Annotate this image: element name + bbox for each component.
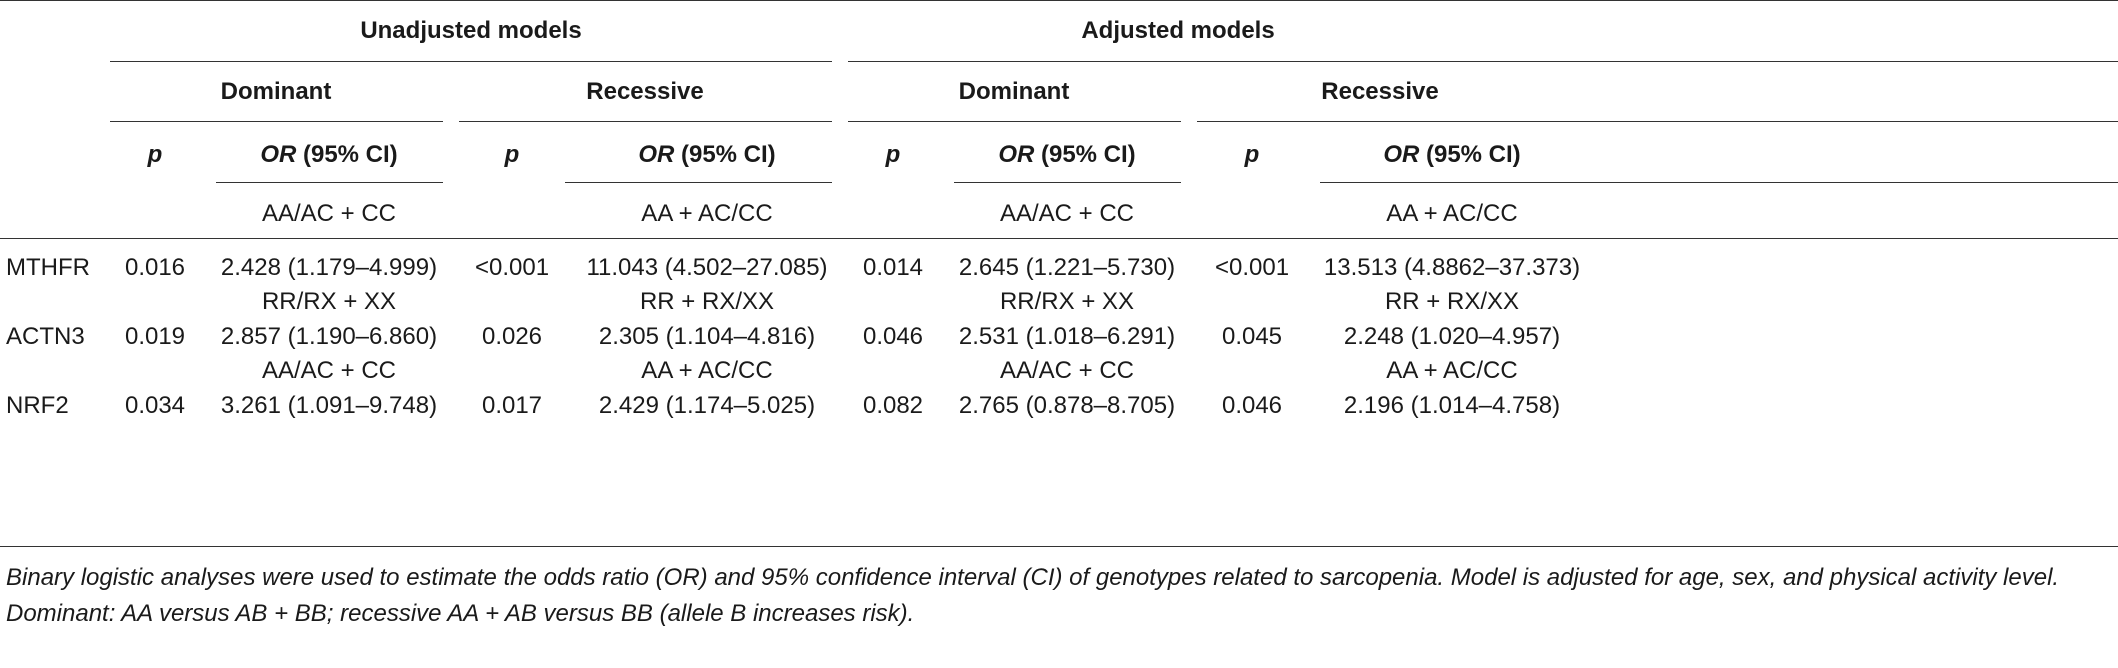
header-u-dom-or: OR (95% CI) bbox=[260, 141, 397, 169]
a-rec-p: 0.046 bbox=[1221, 392, 1283, 419]
header-u-dom-p: p bbox=[147, 141, 163, 168]
u-rec-p: 0.017 bbox=[481, 392, 543, 419]
a-rec-or: 13.513 (4.8862–37.373) bbox=[1323, 254, 1581, 281]
genotype-a-dom: AA/AC + CC bbox=[999, 357, 1135, 384]
u-rec-p: 0.026 bbox=[481, 323, 543, 350]
a-dom-or: 2.645 (1.221–5.730) bbox=[958, 254, 1176, 281]
rule-header-bottom bbox=[0, 238, 2118, 239]
a-dom-p: 0.046 bbox=[862, 323, 924, 350]
ci-label: (95% CI) bbox=[1034, 141, 1136, 168]
ci-label: (95% CI) bbox=[674, 141, 776, 168]
u-dom-or: 3.261 (1.091–9.748) bbox=[220, 392, 438, 419]
or-label: OR bbox=[638, 141, 675, 168]
header-a-rec-or: OR (95% CI) bbox=[1383, 141, 1520, 169]
a-dom-or: 2.765 (0.878–8.705) bbox=[958, 392, 1176, 419]
rule-u-dom-or bbox=[216, 182, 443, 183]
rule-a-rec-or bbox=[1320, 182, 2118, 183]
a-rec-or: 2.196 (1.014–4.758) bbox=[1343, 392, 1561, 419]
header-adjusted-models: Adjusted models bbox=[1081, 17, 1275, 44]
rule-a-recessive bbox=[1197, 121, 2118, 122]
rule-u-dominant bbox=[110, 121, 443, 122]
u-rec-or: 2.305 (1.104–4.816) bbox=[598, 323, 816, 350]
rule-adjusted bbox=[848, 61, 2118, 62]
a-rec-or: 2.248 (1.020–4.957) bbox=[1343, 323, 1561, 350]
header-unadjusted-models: Unadjusted models bbox=[360, 17, 582, 44]
u-rec-or: 2.429 (1.174–5.025) bbox=[598, 392, 816, 419]
header-a-dominant: Dominant bbox=[958, 78, 1070, 105]
gene-label: MTHFR bbox=[6, 254, 90, 281]
u-dom-p: 0.016 bbox=[124, 254, 186, 281]
header-a-rec-p: p bbox=[1244, 141, 1260, 168]
rule-a-dom-or bbox=[954, 182, 1181, 183]
genotype-u-dom: RR/RX + XX bbox=[261, 288, 397, 315]
ci-label: (95% CI) bbox=[296, 141, 398, 168]
genotype-a-rec: RR + RX/XX bbox=[1384, 288, 1520, 315]
rule-u-rec-or bbox=[565, 182, 832, 183]
u-rec-or: 11.043 (4.502–27.085) bbox=[586, 254, 828, 281]
rule-a-dominant bbox=[848, 121, 1181, 122]
rule-top bbox=[0, 0, 2118, 1]
rule-unadjusted bbox=[110, 61, 832, 62]
header-u-dominant: Dominant bbox=[220, 78, 332, 105]
ci-label: (95% CI) bbox=[1419, 141, 1521, 168]
genotype-a-dom: AA/AC + CC bbox=[999, 200, 1135, 227]
u-dom-or: 2.428 (1.179–4.999) bbox=[220, 254, 438, 281]
header-a-recessive: Recessive bbox=[1321, 78, 1439, 105]
rule-body-bottom bbox=[0, 546, 2118, 547]
a-rec-p: 0.045 bbox=[1221, 323, 1283, 350]
genotype-u-dom: AA/AC + CC bbox=[261, 357, 397, 384]
a-dom-p: 0.082 bbox=[862, 392, 924, 419]
gene-label: NRF2 bbox=[6, 392, 69, 419]
header-u-rec-p: p bbox=[504, 141, 520, 168]
genotype-u-dom: AA/AC + CC bbox=[261, 200, 397, 227]
table-footnote: Binary logistic analyses were used to es… bbox=[6, 564, 2060, 627]
genotype-a-rec: AA + AC/CC bbox=[1386, 357, 1518, 384]
or-label: OR bbox=[1383, 141, 1420, 168]
or-label: OR bbox=[260, 141, 297, 168]
genotype-a-rec: AA + AC/CC bbox=[1386, 200, 1518, 227]
rule-u-recessive bbox=[459, 121, 832, 122]
genotype-u-rec: AA + AC/CC bbox=[641, 357, 773, 384]
a-dom-p: 0.014 bbox=[862, 254, 924, 281]
a-dom-or: 2.531 (1.018–6.291) bbox=[958, 323, 1176, 350]
gene-label: ACTN3 bbox=[6, 323, 85, 350]
header-a-dom-or: OR (95% CI) bbox=[998, 141, 1135, 169]
or-label: OR bbox=[998, 141, 1035, 168]
u-rec-p: <0.001 bbox=[474, 254, 550, 281]
u-dom-p: 0.019 bbox=[124, 323, 186, 350]
header-u-rec-or: OR (95% CI) bbox=[638, 141, 775, 169]
header-u-recessive: Recessive bbox=[586, 78, 704, 105]
genotype-u-rec: RR + RX/XX bbox=[639, 288, 775, 315]
u-dom-or: 2.857 (1.190–6.860) bbox=[220, 323, 438, 350]
genotype-u-rec: AA + AC/CC bbox=[641, 200, 773, 227]
header-a-dom-p: p bbox=[885, 141, 901, 168]
genotype-a-dom: RR/RX + XX bbox=[999, 288, 1135, 315]
a-rec-p: <0.001 bbox=[1214, 254, 1290, 281]
u-dom-p: 0.034 bbox=[124, 392, 186, 419]
